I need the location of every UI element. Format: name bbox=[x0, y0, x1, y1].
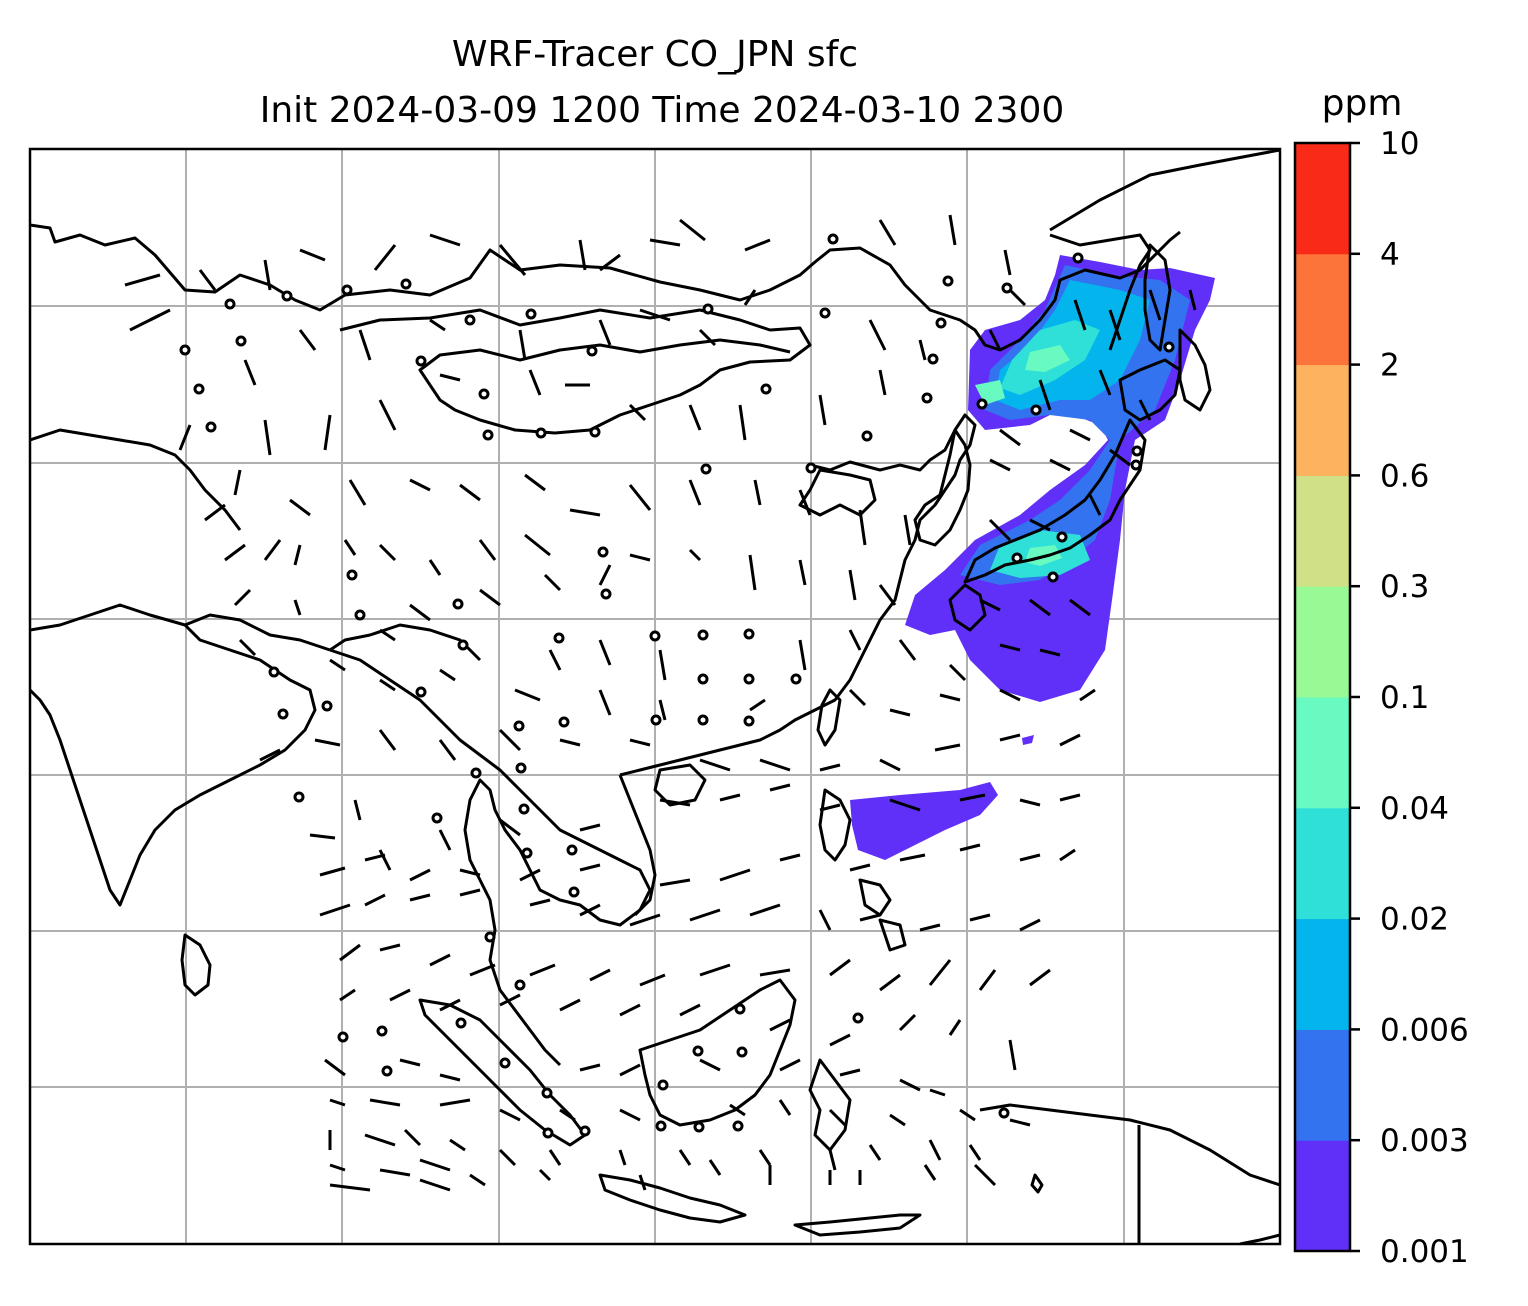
sakhalin bbox=[1143, 243, 1172, 352]
colorbar-segment bbox=[1295, 918, 1350, 1030]
tracer-speck bbox=[1022, 735, 1034, 745]
colorbar-tick-label: 0.003 bbox=[1380, 1123, 1469, 1159]
map-panel bbox=[30, 149, 1280, 1244]
colorbar-segment bbox=[1295, 697, 1350, 809]
colorbar-tick-label: 0.04 bbox=[1380, 791, 1449, 827]
tracer-hi bbox=[1025, 345, 1070, 372]
colorbar-tick-label: 0.001 bbox=[1380, 1234, 1469, 1270]
colorbar-segment bbox=[1295, 475, 1350, 587]
timor bbox=[793, 1213, 922, 1237]
colorbar-tick-label: 0.3 bbox=[1380, 569, 1429, 605]
colorbar-tick-label: 0.006 bbox=[1380, 1012, 1469, 1048]
calm-markers bbox=[179, 233, 1175, 1139]
china-interior-border bbox=[339, 308, 812, 435]
borneo bbox=[638, 978, 797, 1127]
java bbox=[598, 1173, 747, 1224]
map-title-line1: WRF-Tracer CO_JPN sfc bbox=[452, 34, 858, 75]
china-east-coast bbox=[619, 413, 977, 777]
russia-far-east bbox=[1049, 149, 1280, 232]
bohai bbox=[798, 468, 877, 517]
hainan bbox=[653, 763, 707, 807]
indochina bbox=[329, 648, 652, 1067]
colorbar-unit-label: ppm bbox=[1322, 83, 1403, 124]
sri-lanka bbox=[180, 933, 212, 997]
colorbar-segment bbox=[1295, 586, 1350, 698]
map-frame bbox=[28, 147, 1282, 1246]
colorbar-segment bbox=[1295, 253, 1350, 366]
colorbar-segment bbox=[1295, 143, 1350, 255]
korea bbox=[913, 428, 972, 547]
colorbar-segment bbox=[1295, 364, 1350, 476]
colorbar-tick-label: 0.6 bbox=[1380, 458, 1429, 494]
vietnam-coast bbox=[618, 774, 657, 917]
small-island bbox=[1030, 1173, 1044, 1194]
colorbar-tick-label: 0.1 bbox=[1380, 680, 1429, 716]
central-asia-border bbox=[30, 428, 242, 531]
colorbar-segment bbox=[1295, 1140, 1350, 1252]
taiwan bbox=[816, 688, 842, 747]
japan-honshu bbox=[963, 418, 1147, 584]
philippines bbox=[818, 788, 907, 952]
colorbar-ticks: 0.001 0.003 0.006 0.02 0.04 0.1 0.3 0.6 2 4 10 bbox=[1350, 126, 1469, 1270]
colorbar-segment bbox=[1295, 1029, 1350, 1141]
map-title-line2: Init 2024-03-09 1200 Time 2024-03-10 230… bbox=[260, 90, 1065, 131]
colorbar-tick-label: 4 bbox=[1380, 237, 1400, 273]
japan-kyushu bbox=[948, 583, 987, 632]
kamchatka-kurils bbox=[1178, 328, 1212, 412]
sumatra bbox=[418, 998, 587, 1147]
mongolia-border bbox=[418, 338, 791, 386]
colorbar-tick-label: 0.02 bbox=[1380, 902, 1449, 938]
colorbar-segments bbox=[1295, 143, 1350, 1252]
asia-north-coast bbox=[30, 223, 1181, 352]
colorbar-tick-label: 10 bbox=[1380, 126, 1419, 162]
himalaya-border bbox=[184, 613, 482, 662]
colorbar-segment bbox=[1295, 807, 1350, 920]
tracer-south bbox=[850, 782, 998, 860]
japan-hokkaido bbox=[1118, 358, 1182, 422]
wind-barbs bbox=[124, 214, 1197, 1192]
new-guinea bbox=[979, 1103, 1280, 1244]
colorbar-tick-label: 2 bbox=[1380, 348, 1400, 384]
colorbar: 0.001 0.003 0.006 0.02 0.04 0.1 0.3 0.6 2 4 10 ppm bbox=[1293, 83, 1469, 1270]
coastlines bbox=[30, 149, 1280, 1244]
